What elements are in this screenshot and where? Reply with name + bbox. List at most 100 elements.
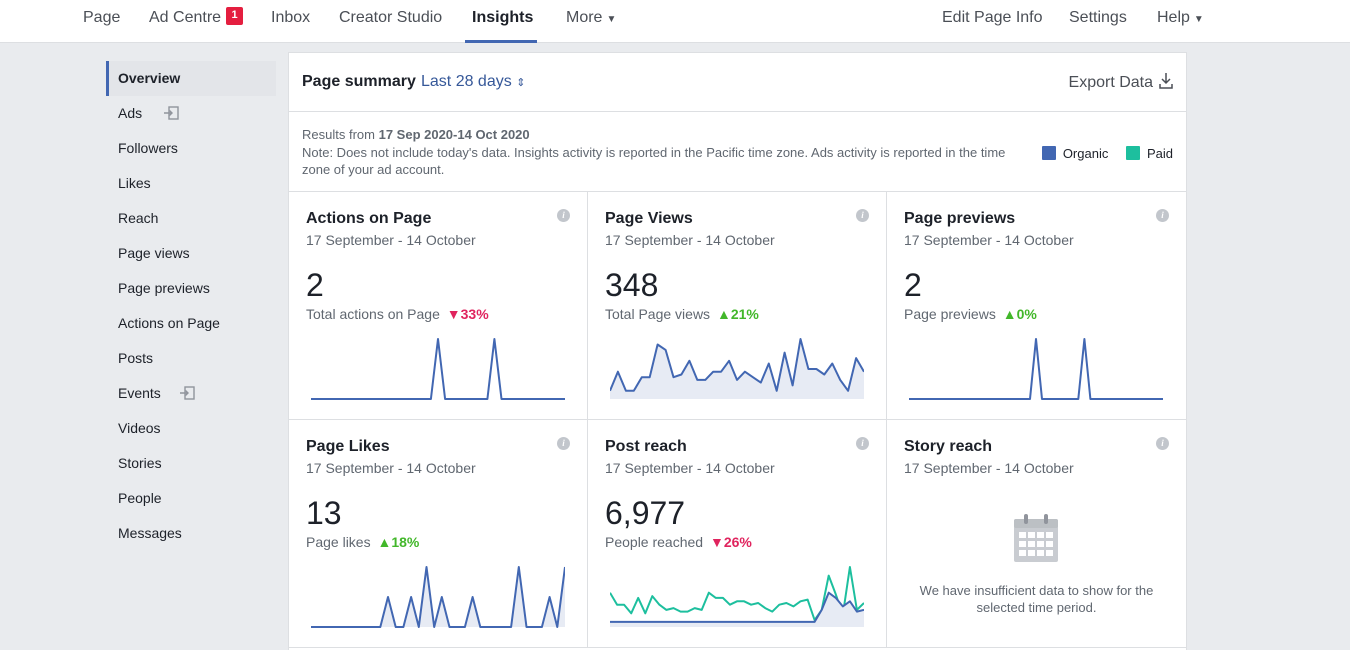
caret-down-icon: ▼	[606, 14, 617, 25]
sparkline-chart	[610, 338, 864, 399]
change-percent: 33%	[460, 306, 489, 322]
change-indicator: ▲0%	[1003, 306, 1037, 322]
sidebar-item-followers[interactable]: Followers	[106, 131, 276, 166]
sidebar-item-label: Likes	[118, 175, 151, 191]
metric-card-actions-on-page[interactable]: Actions on Page 17 September - 14 Octobe…	[289, 192, 588, 420]
sidebar-item-posts[interactable]: Posts	[106, 341, 276, 376]
nav-help[interactable]: Help ▼	[1157, 0, 1204, 43]
results-prefix: Results from	[302, 127, 375, 142]
metrics-grid: Actions on Page 17 September - 14 Octobe…	[289, 191, 1186, 650]
info-icon[interactable]: i	[1156, 209, 1169, 222]
info-icon[interactable]: i	[557, 209, 570, 222]
card-desc-label: Page previews	[904, 306, 996, 322]
sidebar-item-page-views[interactable]: Page views	[106, 236, 276, 271]
nav-page[interactable]: Page	[83, 0, 120, 43]
metric-card-page-previews[interactable]: Page previews 17 September - 14 October …	[887, 192, 1186, 420]
sparkline-chart	[311, 566, 565, 628]
nav-edit-page-info[interactable]: Edit Page Info	[942, 0, 1043, 43]
nav-more[interactable]: More ▼	[566, 0, 616, 43]
card-description: Total actions on Page ▼33%	[306, 306, 489, 322]
card-desc-label: People reached	[605, 534, 704, 550]
card-date-range: 17 September - 14 October	[605, 460, 775, 476]
sidebar-item-videos[interactable]: Videos	[106, 411, 276, 446]
results-range: 17 Sep 2020-14 Oct 2020	[378, 127, 530, 142]
sparkline-line-organic	[610, 338, 864, 392]
sparkline-line-organic	[311, 338, 565, 400]
sort-caret-icon: ⇕	[516, 77, 526, 89]
metric-card-page-likes[interactable]: Page Likes 17 September - 14 October i 1…	[289, 420, 588, 648]
nav-inbox[interactable]: Inbox	[271, 0, 310, 43]
card-description: Page likes ▲18%	[306, 534, 419, 550]
nav-page-label: Page	[83, 9, 121, 26]
sidebar-item-actions-on-page[interactable]: Actions on Page	[106, 306, 276, 341]
sidebar-item-people[interactable]: People	[106, 481, 276, 516]
sidebar-item-reach[interactable]: Reach	[106, 201, 276, 236]
calendar-icon	[1014, 514, 1058, 562]
card-title: Actions on Page	[306, 210, 432, 227]
card-description: People reached ▼26%	[605, 534, 752, 550]
sparkline-line-organic	[311, 566, 565, 628]
sidebar-item-events[interactable]: Events	[106, 376, 276, 411]
metric-card-page-views[interactable]: Page Views 17 September - 14 October i 3…	[588, 192, 887, 420]
trend-arrow-icon: ▲	[716, 306, 731, 322]
card-date-range: 17 September - 14 October	[904, 460, 1074, 476]
card-title: Page Views	[605, 210, 693, 227]
card-value: 6,977	[605, 495, 686, 531]
sidebar-item-page-previews[interactable]: Page previews	[106, 271, 276, 306]
sidebar-item-label: Page views	[118, 245, 190, 261]
active-tab-indicator	[465, 40, 537, 43]
sidebar-item-ads[interactable]: Ads	[106, 96, 276, 131]
insufficient-data-message: We have insufficient data to show for th…	[919, 583, 1154, 615]
sidebar-item-label: Posts	[118, 350, 154, 366]
card-date-range: 17 September - 14 October	[605, 232, 775, 248]
change-percent: 26%	[723, 534, 752, 550]
nav-insights[interactable]: Insights	[472, 0, 533, 43]
card-value: 2	[306, 267, 324, 303]
nav-ad-centre[interactable]: Ad Centre 1	[149, 0, 244, 43]
card-value: 348	[605, 267, 659, 303]
export-data-label: Export Data	[1068, 74, 1153, 91]
sidebar-item-label: Overview	[118, 70, 181, 86]
download-icon	[1159, 73, 1173, 89]
sidebar-item-overview[interactable]: Overview	[106, 61, 276, 96]
sidebar-item-stories[interactable]: Stories	[106, 446, 276, 481]
export-icon	[164, 106, 179, 120]
date-range-label: Last 28 days	[421, 73, 512, 90]
date-range-select[interactable]: Last 28 days ⇕	[421, 73, 525, 91]
legend-organic-label: Organic	[1062, 146, 1109, 161]
card-title: Story reach	[904, 438, 993, 455]
card-title: Page previews	[904, 210, 1016, 227]
card-desc-label: Total Page views	[605, 306, 711, 322]
metric-card-post-reach[interactable]: Post reach 17 September - 14 October i 6…	[588, 420, 887, 648]
metric-card-story-reach[interactable]: Story reach 17 September - 14 October i …	[887, 420, 1186, 648]
nav-settings[interactable]: Settings	[1069, 0, 1127, 43]
change-indicator: ▼26%	[710, 534, 752, 550]
sidebar-item-messages[interactable]: Messages	[106, 516, 276, 551]
trend-arrow-icon: ▼	[709, 534, 724, 550]
card-date-range: 17 September - 14 October	[306, 232, 476, 248]
info-icon[interactable]: i	[557, 437, 570, 450]
card-date-range: 17 September - 14 October	[306, 460, 476, 476]
sidebar-item-label: People	[118, 490, 162, 506]
info-icon[interactable]: i	[1156, 437, 1169, 450]
nav-creator-studio[interactable]: Creator Studio	[339, 0, 442, 43]
info-icon[interactable]: i	[856, 437, 869, 450]
sidebar: Overview Ads Followers Likes Reach Page …	[106, 61, 276, 551]
change-percent: 18%	[391, 534, 420, 550]
sidebar-item-label: Page previews	[118, 280, 210, 296]
card-description: Total Page views ▲21%	[605, 306, 759, 322]
results-note: Note: Does not include today's data. Ins…	[302, 144, 1006, 178]
sidebar-item-label: Reach	[118, 210, 159, 226]
export-data-button[interactable]: Export Data	[1069, 72, 1173, 92]
legend-paid: Paid	[1125, 146, 1173, 161]
sparkline-area-organic	[610, 592, 864, 627]
info-icon[interactable]: i	[856, 209, 869, 222]
nav-ad-centre-label: Ad Centre	[149, 9, 222, 26]
sidebar-item-likes[interactable]: Likes	[106, 166, 276, 201]
card-title: Page Likes	[306, 438, 390, 455]
legend-paid-label: Paid	[1146, 146, 1173, 161]
card-value: 13	[306, 495, 342, 531]
nav-inbox-label: Inbox	[271, 9, 311, 26]
legend-organic: Organic	[1041, 146, 1109, 161]
sidebar-item-label: Stories	[118, 455, 162, 471]
